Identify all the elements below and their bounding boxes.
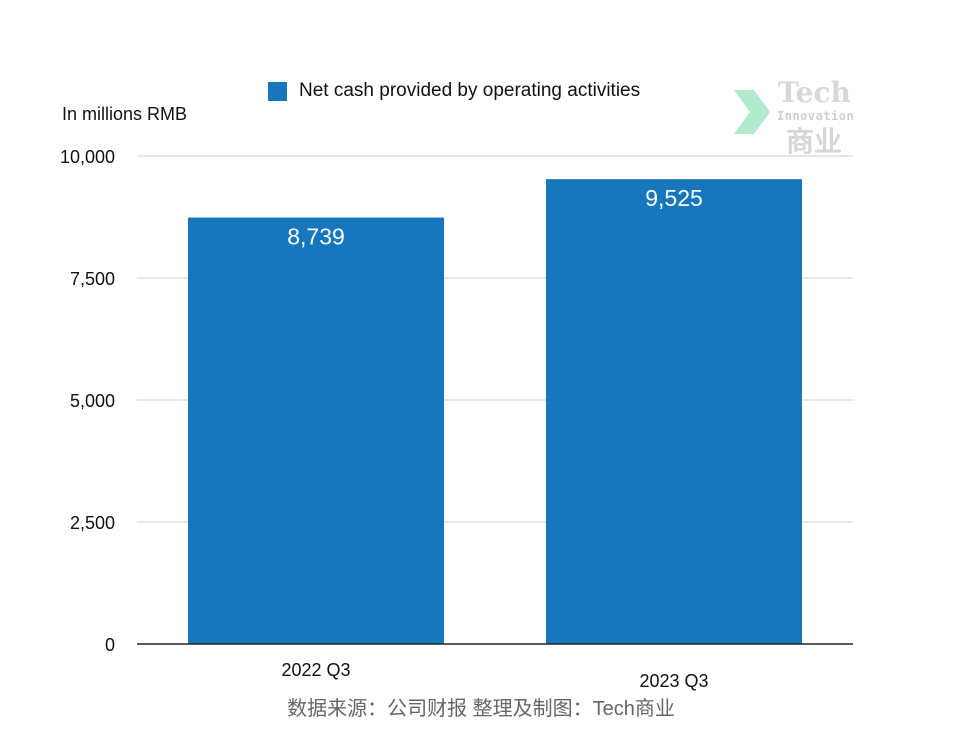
bar-data-label: 9,525	[645, 185, 703, 211]
logo-arrow-icon	[734, 90, 770, 134]
x-tick-label: 2023 Q3	[639, 671, 708, 691]
source-note: 数据来源：公司财报 整理及制图：Tech商业	[287, 698, 675, 720]
y-tick-label: 2,500	[70, 513, 115, 533]
legend: Net cash provided by operating activitie…	[268, 80, 640, 102]
tech-innovation-watermark-logo: Tech Innovation 商业	[730, 76, 860, 157]
y-axis-label: In millions RMB	[62, 104, 188, 124]
legend-swatch	[268, 81, 287, 101]
legend-label: Net cash provided by operating activitie…	[299, 80, 641, 101]
bar-data-label: 8,739	[287, 224, 345, 250]
watermark-cn-text: 商业	[786, 126, 843, 157]
bar	[546, 179, 802, 644]
watermark-innovation-text: Innovation	[777, 109, 855, 123]
y-tick-label: 5,000	[70, 391, 115, 411]
y-tick-label: 7,500	[70, 269, 115, 289]
y-tick-label: 10,000	[60, 147, 115, 167]
y-tick-label: 0	[105, 635, 115, 655]
bar	[188, 217, 444, 644]
watermark-tech-text: Tech	[778, 76, 851, 109]
x-tick-label: 2022 Q3	[281, 660, 350, 680]
